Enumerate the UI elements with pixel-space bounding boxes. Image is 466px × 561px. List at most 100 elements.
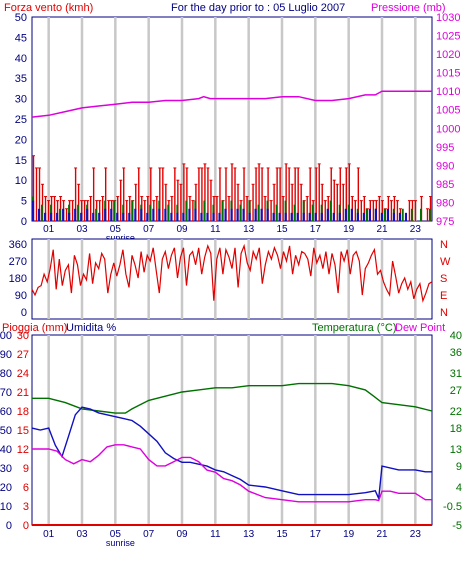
climate-x-tick-label: 09 <box>176 529 188 540</box>
pressure-line <box>31 90 432 118</box>
rain-y-tick-label: 15 <box>17 425 29 437</box>
wind-x-tick-label: 19 <box>343 224 355 235</box>
wind-y-tick-label: 0 <box>21 216 27 228</box>
temperature-y-tick-label: 4 <box>456 482 462 494</box>
direction-y-tick-label: 360 <box>9 239 27 251</box>
temperature-y-tick-label: 31 <box>450 368 462 380</box>
wind-avg-bar <box>68 212 71 221</box>
climate-x-tick-label: 23 <box>410 529 422 540</box>
climate-x-tick-label: 21 <box>376 529 388 540</box>
wind-avg-bar <box>398 212 402 221</box>
pressure-y-tick-label: 1005 <box>436 105 460 117</box>
wind-avg-bar <box>116 212 119 221</box>
direction-compass-label: W <box>440 256 451 268</box>
wind-y-tick-label: 30 <box>15 94 27 106</box>
wind-avg-bar <box>314 212 317 221</box>
wind-avg-bar <box>236 208 239 221</box>
wind-avg-bar <box>80 212 83 221</box>
wind-avg-bar <box>50 212 53 221</box>
wind-avg-bar <box>266 208 269 221</box>
climate-plot-frame <box>31 334 433 526</box>
humidity-axis-title: Umidita % <box>66 322 116 334</box>
wind-avg-bar <box>170 212 173 221</box>
wind-avg-bar <box>392 212 396 221</box>
direction-y-tick-label: 0 <box>21 307 27 319</box>
wind-avg-bar <box>74 208 77 221</box>
wind-avg-bar <box>140 208 143 221</box>
wind-green-bar <box>131 200 134 221</box>
pressure-y-tick-label: 1010 <box>436 86 460 98</box>
pressure-y-tick-label: 1020 <box>436 49 460 61</box>
wind-avg-bar <box>98 212 101 221</box>
wind-avg-bar <box>146 212 149 221</box>
rain-y-tick-label: 3 <box>23 501 29 513</box>
wind-avg-bar <box>212 212 215 221</box>
direction-compass-label: N <box>440 307 448 319</box>
climate-x-tick-label: 05 <box>110 529 122 540</box>
wind-avg-bar <box>224 208 227 221</box>
temperature-y-tick-label: 18 <box>450 423 462 435</box>
wind-x-tick-label: 03 <box>76 224 88 235</box>
wind-avg-bar <box>152 208 155 221</box>
climate-x-tick-label: 03 <box>76 529 88 540</box>
wind-avg-bar <box>86 208 89 221</box>
humidity-y-tick-label: 0 <box>6 520 12 532</box>
wind-avg-bar <box>380 212 383 221</box>
temperature-y-tick-label: -0.5 <box>443 501 462 513</box>
wind-direction-line <box>31 243 433 303</box>
wind-y-tick-label: 5 <box>21 196 27 208</box>
wind-avg-bar <box>164 208 167 221</box>
wind-green-bar <box>419 208 422 221</box>
wind-avg-bar <box>176 212 179 221</box>
wind-avg-bar <box>110 208 113 221</box>
direction-compass-label: E <box>440 290 447 302</box>
rain-y-tick-label: 12 <box>17 444 29 456</box>
wind-x-tick-label: 17 <box>310 224 322 235</box>
rain-y-tick-label: 18 <box>17 406 29 418</box>
wind-avg-bar <box>296 212 299 221</box>
wind-green-bar <box>383 208 386 221</box>
humidity-y-tick-label: 100 <box>0 330 12 342</box>
direction-compass-label: S <box>440 273 447 285</box>
wind-green-bar <box>428 208 431 221</box>
wind-avg-bar <box>218 212 221 221</box>
wind-green-bar <box>221 200 224 221</box>
climate-x-tick-label: 07 <box>143 529 155 540</box>
wind-avg-bar <box>374 208 377 221</box>
rain-y-tick-label: 27 <box>17 349 29 361</box>
rain-y-tick-label: 6 <box>23 482 29 494</box>
pressure-y-tick-label: 1015 <box>436 68 460 80</box>
wind-avg-bar <box>200 212 203 221</box>
temperature-y-tick-label: 40 <box>450 330 462 342</box>
pressure-y-tick-label: 1030 <box>436 12 460 24</box>
wind-avg-bar <box>338 212 341 221</box>
dewpoint-axis-title: Dew Point <box>395 322 445 334</box>
pressure-y-tick-label: 1025 <box>436 31 460 43</box>
wind-avg-bar <box>362 212 365 221</box>
pressure-y-tick-label: 990 <box>436 160 454 172</box>
climate-x-tick-label: 19 <box>343 529 355 540</box>
wind-green-bar <box>203 200 206 221</box>
wind-green-bar <box>77 204 79 221</box>
wind-y-tick-label: 50 <box>15 12 27 24</box>
wind-green-bar <box>365 208 368 221</box>
climate-x-tick-label: 15 <box>276 529 288 540</box>
wind-avg-bar <box>356 212 359 221</box>
wind-avg-bar <box>62 208 65 221</box>
humidity-y-tick-label: 90 <box>0 349 12 361</box>
direction-y-tick-label: 270 <box>9 256 27 268</box>
wind-avg-bar <box>248 212 251 221</box>
rain-y-tick-label: 30 <box>17 330 29 342</box>
wind-green-bar <box>239 204 242 221</box>
pressure-y-tick-label: 975 <box>436 216 454 228</box>
pressure-y-tick-label: 980 <box>436 197 454 209</box>
wind-avg-bar <box>188 208 191 221</box>
wind-x-tick-label: 23 <box>410 224 422 235</box>
plot-layer: 0510152025303540455097598098599099510001… <box>0 12 462 548</box>
wind-y-tick-label: 45 <box>15 32 27 44</box>
wind-x-tick-label: 15 <box>276 224 288 235</box>
wind-green-bar <box>248 200 251 221</box>
humidity-y-tick-label: 70 <box>0 387 12 399</box>
wind-green-bar <box>275 204 278 221</box>
